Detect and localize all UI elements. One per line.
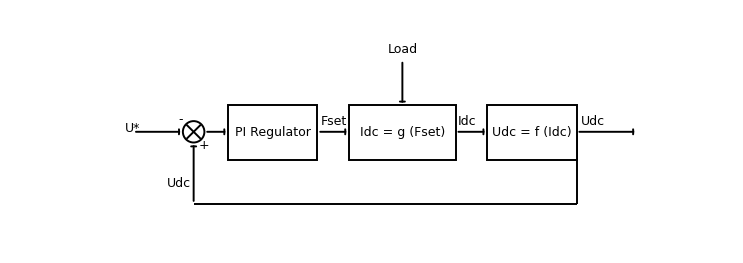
Text: U*: U* — [125, 122, 140, 135]
FancyBboxPatch shape — [349, 105, 455, 160]
Text: Udc: Udc — [581, 115, 606, 128]
Ellipse shape — [183, 121, 204, 143]
Text: Fset: Fset — [321, 115, 347, 128]
Text: Load: Load — [387, 43, 418, 56]
Text: -: - — [178, 113, 183, 126]
Text: +: + — [198, 139, 210, 153]
FancyBboxPatch shape — [487, 105, 577, 160]
Text: Udc = f (Idc): Udc = f (Idc) — [492, 126, 572, 139]
Text: Idc: Idc — [458, 115, 476, 128]
Text: PI Regulator: PI Regulator — [235, 126, 311, 139]
FancyBboxPatch shape — [228, 105, 317, 160]
Text: Udc: Udc — [166, 176, 191, 190]
Text: Idc = g (Fset): Idc = g (Fset) — [360, 126, 445, 139]
